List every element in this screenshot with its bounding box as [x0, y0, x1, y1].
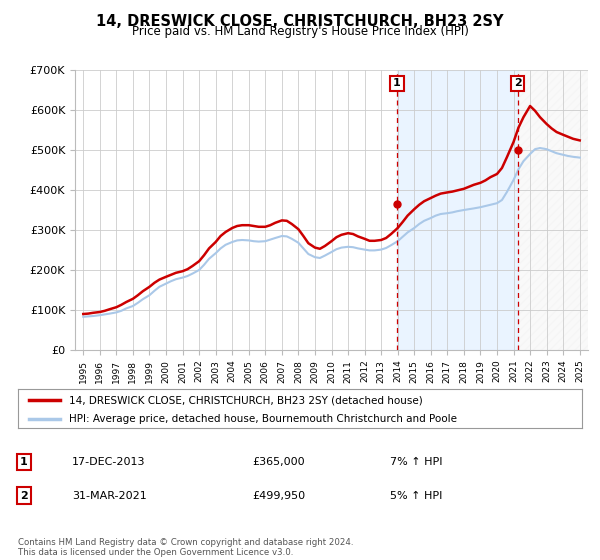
Text: 2: 2 — [514, 78, 521, 88]
Text: Price paid vs. HM Land Registry's House Price Index (HPI): Price paid vs. HM Land Registry's House … — [131, 25, 469, 38]
Text: 2: 2 — [20, 491, 28, 501]
Bar — [397, 70, 518, 350]
Text: 1: 1 — [20, 457, 28, 467]
Text: 5% ↑ HPI: 5% ↑ HPI — [390, 491, 442, 501]
Text: £365,000: £365,000 — [252, 457, 305, 467]
Text: 14, DRESWICK CLOSE, CHRISTCHURCH, BH23 2SY: 14, DRESWICK CLOSE, CHRISTCHURCH, BH23 2… — [96, 14, 504, 29]
Text: Contains HM Land Registry data © Crown copyright and database right 2024.
This d: Contains HM Land Registry data © Crown c… — [18, 538, 353, 557]
Text: 31-MAR-2021: 31-MAR-2021 — [72, 491, 147, 501]
Text: HPI: Average price, detached house, Bournemouth Christchurch and Poole: HPI: Average price, detached house, Bour… — [69, 414, 457, 423]
Text: 17-DEC-2013: 17-DEC-2013 — [72, 457, 146, 467]
Text: 7% ↑ HPI: 7% ↑ HPI — [390, 457, 443, 467]
Text: 1: 1 — [393, 78, 401, 88]
Text: £499,950: £499,950 — [252, 491, 305, 501]
Text: 14, DRESWICK CLOSE, CHRISTCHURCH, BH23 2SY (detached house): 14, DRESWICK CLOSE, CHRISTCHURCH, BH23 2… — [69, 395, 422, 405]
Bar — [518, 70, 588, 350]
